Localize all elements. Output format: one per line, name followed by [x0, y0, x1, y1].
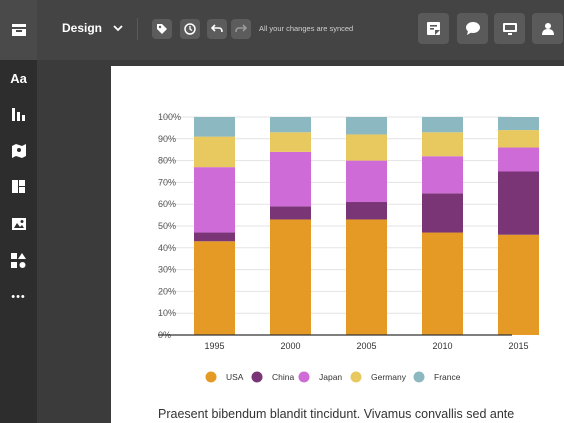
- tag-button[interactable]: [152, 19, 172, 39]
- body-paragraph: Praesent bibendum blandit tincidunt. Viv…: [158, 407, 515, 421]
- sidebar-item-map[interactable]: [0, 137, 37, 165]
- present-icon: [502, 22, 517, 35]
- sidebar-item-chart[interactable]: [0, 100, 37, 128]
- bar-segment: [498, 171, 539, 235]
- bar-segment: [270, 206, 311, 220]
- sidebar-item-text[interactable]: Aa: [0, 64, 37, 92]
- bar-segment: [498, 147, 539, 172]
- tag-icon: [157, 24, 167, 34]
- y-tick-label: 70%: [158, 177, 176, 187]
- bar-segment: [270, 132, 311, 152]
- history-button[interactable]: [180, 19, 200, 39]
- map-icon: [11, 144, 26, 158]
- bar-segment: [346, 134, 387, 161]
- share-icon: [541, 22, 554, 35]
- bar-segment: [194, 117, 235, 137]
- document-page: [111, 66, 564, 423]
- note-icon: [427, 22, 440, 35]
- bar-segment: [498, 130, 539, 148]
- bar-segment: [422, 132, 463, 157]
- sidebar-item-more[interactable]: •••: [0, 283, 37, 311]
- present-button[interactable]: [494, 13, 525, 44]
- bar-segment: [346, 117, 387, 135]
- x-tick-label: 2010: [432, 341, 452, 351]
- bar-segment: [194, 136, 235, 168]
- shapes-icon: [11, 252, 26, 268]
- legend-marker: [251, 371, 263, 383]
- layout-icon: [12, 179, 25, 193]
- y-tick-label: 100%: [158, 112, 181, 122]
- comment-icon: [465, 22, 480, 35]
- left-sidebar: Aa •••: [0, 0, 37, 423]
- bar-segment: [422, 156, 463, 194]
- bar-segment: [422, 193, 463, 233]
- legend-label: Japan: [319, 372, 342, 382]
- bar-segment: [346, 219, 387, 335]
- y-tick-label: 30%: [158, 265, 176, 275]
- bar-segment: [422, 117, 463, 133]
- legend-marker: [205, 371, 217, 383]
- redo-button[interactable]: [231, 19, 251, 39]
- design-menu-title: Design: [62, 21, 103, 35]
- legend-label: China: [272, 372, 294, 382]
- undo-icon: [211, 24, 223, 33]
- bar-segment: [422, 232, 463, 335]
- bar-segment: [498, 117, 539, 131]
- bar-segment: [194, 167, 235, 233]
- clock-icon: [184, 23, 196, 35]
- bar-segment: [346, 160, 387, 203]
- y-tick-label: 40%: [158, 243, 176, 253]
- comment-button[interactable]: [457, 13, 488, 44]
- legend-marker: [298, 371, 310, 383]
- redo-icon: [235, 24, 247, 33]
- y-tick-label: 60%: [158, 199, 176, 209]
- inbox-icon: [11, 24, 26, 36]
- share-button[interactable]: [532, 13, 563, 44]
- x-tick-label: 2005: [356, 341, 376, 351]
- sidebar-item-shapes[interactable]: [0, 246, 37, 274]
- bar-segment: [194, 241, 235, 335]
- image-icon: [11, 218, 26, 230]
- legend-marker: [350, 371, 362, 383]
- more-icon: •••: [11, 291, 26, 303]
- y-tick-label: 80%: [158, 156, 176, 166]
- x-tick-label: 2000: [280, 341, 300, 351]
- legend-label: Germany: [371, 372, 407, 382]
- text-icon: Aa: [10, 70, 27, 86]
- notes-button[interactable]: [418, 13, 449, 44]
- bar-segment: [270, 117, 311, 133]
- legend-label: France: [434, 372, 461, 382]
- bar-segment: [498, 234, 539, 335]
- sidebar-item-layout[interactable]: [0, 172, 37, 200]
- legend-label: USA: [226, 372, 244, 382]
- y-tick-label: 20%: [158, 286, 176, 296]
- y-tick-label: 50%: [158, 221, 176, 231]
- toolbar-divider: [137, 18, 138, 40]
- legend-marker: [413, 371, 425, 383]
- bar-segment: [194, 232, 235, 242]
- undo-button[interactable]: [207, 19, 227, 39]
- bar-segment: [270, 151, 311, 207]
- x-tick-label: 2015: [508, 341, 528, 351]
- sidebar-home-button[interactable]: [0, 0, 37, 60]
- bar-segment: [346, 202, 387, 220]
- chevron-down-icon: [113, 25, 123, 32]
- y-tick-label: 90%: [158, 134, 176, 144]
- y-tick-label: 10%: [158, 308, 176, 318]
- sync-status: All your changes are synced: [259, 24, 354, 33]
- x-tick-label: 1995: [204, 341, 224, 351]
- chart-icon: [12, 107, 25, 121]
- bar-segment: [270, 219, 311, 335]
- sidebar-item-image[interactable]: [0, 210, 37, 238]
